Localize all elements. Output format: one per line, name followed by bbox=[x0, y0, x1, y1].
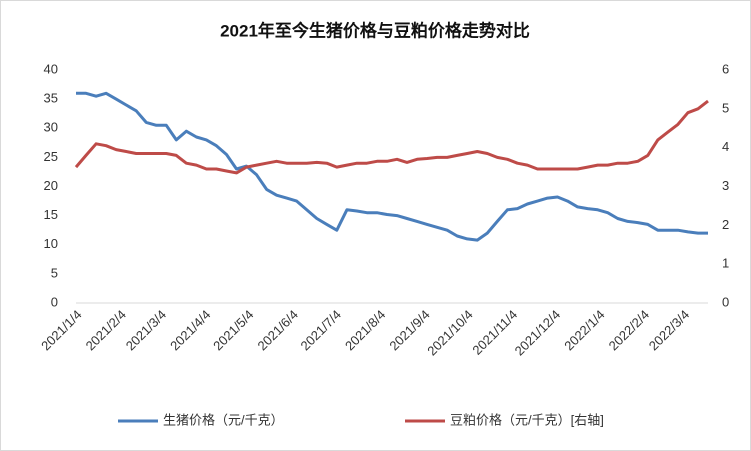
y-tick-label: 10 bbox=[44, 236, 58, 251]
legend-label: 生猪价格（元/千克） bbox=[163, 412, 284, 427]
legend-label: 豆粕价格（元/千克）[右轴] bbox=[450, 412, 604, 427]
y2-tick-label: 1 bbox=[722, 256, 729, 271]
chart-title: 2021年至今生猪价格与豆粕价格走势对比 bbox=[220, 20, 530, 40]
y-tick-label: 15 bbox=[44, 207, 58, 222]
y-tick-label: 5 bbox=[51, 265, 58, 280]
y2-tick-label: 0 bbox=[722, 294, 729, 309]
y-tick-label: 25 bbox=[44, 149, 58, 164]
y-tick-label: 40 bbox=[44, 61, 58, 76]
y2-tick-label: 4 bbox=[722, 139, 729, 154]
y-tick-label: 20 bbox=[44, 178, 58, 193]
y2-tick-label: 3 bbox=[722, 178, 729, 193]
y2-tick-label: 5 bbox=[722, 100, 729, 115]
y-tick-label: 30 bbox=[44, 120, 58, 135]
series-line bbox=[76, 91, 708, 242]
y-tick-label: 0 bbox=[51, 294, 58, 309]
series-line bbox=[74, 99, 709, 175]
y2-tick-label: 2 bbox=[722, 217, 729, 232]
y2-tick-label: 6 bbox=[722, 61, 729, 76]
y-tick-label: 35 bbox=[44, 91, 58, 106]
